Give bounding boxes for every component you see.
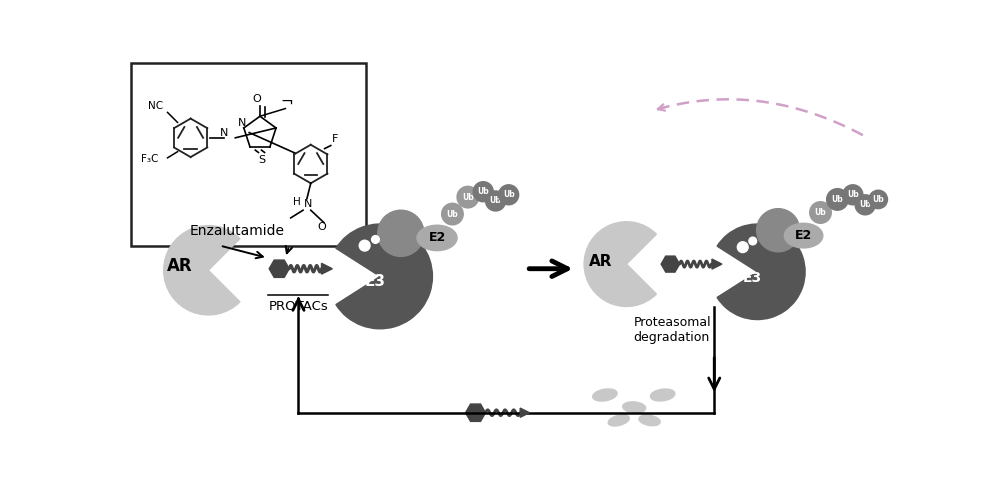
Text: N: N bbox=[238, 119, 246, 128]
Text: F: F bbox=[332, 134, 339, 144]
Polygon shape bbox=[466, 404, 486, 421]
Text: Ub: Ub bbox=[503, 190, 515, 199]
Text: E2: E2 bbox=[428, 231, 446, 245]
Ellipse shape bbox=[650, 389, 675, 401]
Text: E3: E3 bbox=[743, 271, 762, 285]
Circle shape bbox=[843, 185, 863, 205]
Polygon shape bbox=[269, 260, 289, 278]
FancyBboxPatch shape bbox=[131, 63, 366, 246]
Circle shape bbox=[757, 208, 800, 252]
Circle shape bbox=[749, 237, 757, 245]
Text: NC: NC bbox=[148, 101, 163, 111]
Polygon shape bbox=[712, 259, 722, 269]
Circle shape bbox=[737, 242, 748, 252]
Text: Ub: Ub bbox=[859, 200, 871, 209]
Text: O: O bbox=[252, 94, 261, 104]
Text: N: N bbox=[304, 199, 313, 209]
Polygon shape bbox=[322, 263, 332, 274]
Polygon shape bbox=[520, 408, 529, 417]
Text: E2: E2 bbox=[795, 229, 812, 242]
Text: Ub: Ub bbox=[447, 209, 458, 218]
Circle shape bbox=[810, 202, 831, 223]
Ellipse shape bbox=[608, 415, 629, 426]
Text: N: N bbox=[220, 128, 229, 138]
Ellipse shape bbox=[623, 402, 646, 413]
Text: O: O bbox=[317, 222, 326, 232]
Text: F₃C: F₃C bbox=[141, 155, 159, 165]
Circle shape bbox=[442, 203, 463, 225]
Circle shape bbox=[827, 189, 848, 210]
Ellipse shape bbox=[417, 225, 457, 250]
Circle shape bbox=[372, 236, 379, 244]
Text: AR: AR bbox=[167, 257, 193, 276]
Circle shape bbox=[378, 210, 424, 256]
Polygon shape bbox=[661, 256, 680, 272]
Text: Ub: Ub bbox=[832, 195, 843, 204]
Text: H: H bbox=[293, 197, 301, 207]
Text: Ub: Ub bbox=[490, 197, 501, 206]
Text: Ub: Ub bbox=[847, 190, 859, 199]
Circle shape bbox=[499, 185, 519, 205]
Wedge shape bbox=[717, 224, 805, 320]
Text: Ub: Ub bbox=[872, 195, 884, 204]
Text: PROTACs: PROTACs bbox=[269, 299, 328, 313]
Text: $\neg$: $\neg$ bbox=[280, 94, 293, 109]
Ellipse shape bbox=[784, 223, 823, 248]
Circle shape bbox=[359, 240, 370, 251]
Text: AR: AR bbox=[589, 253, 612, 269]
Ellipse shape bbox=[593, 389, 617, 401]
Text: Proteasomal
degradation: Proteasomal degradation bbox=[633, 316, 711, 344]
Wedge shape bbox=[584, 222, 656, 306]
Text: Ub: Ub bbox=[477, 187, 489, 196]
Text: Ub: Ub bbox=[815, 208, 826, 217]
Text: S: S bbox=[258, 155, 265, 165]
Wedge shape bbox=[164, 226, 240, 315]
Circle shape bbox=[869, 190, 887, 208]
Text: Ub: Ub bbox=[462, 193, 474, 202]
Text: E3: E3 bbox=[365, 274, 386, 289]
Circle shape bbox=[855, 195, 875, 215]
Circle shape bbox=[457, 186, 479, 208]
Ellipse shape bbox=[639, 415, 660, 426]
Circle shape bbox=[486, 191, 506, 211]
Text: Enzalutamide: Enzalutamide bbox=[190, 224, 285, 238]
Circle shape bbox=[473, 182, 493, 202]
Wedge shape bbox=[336, 224, 432, 329]
